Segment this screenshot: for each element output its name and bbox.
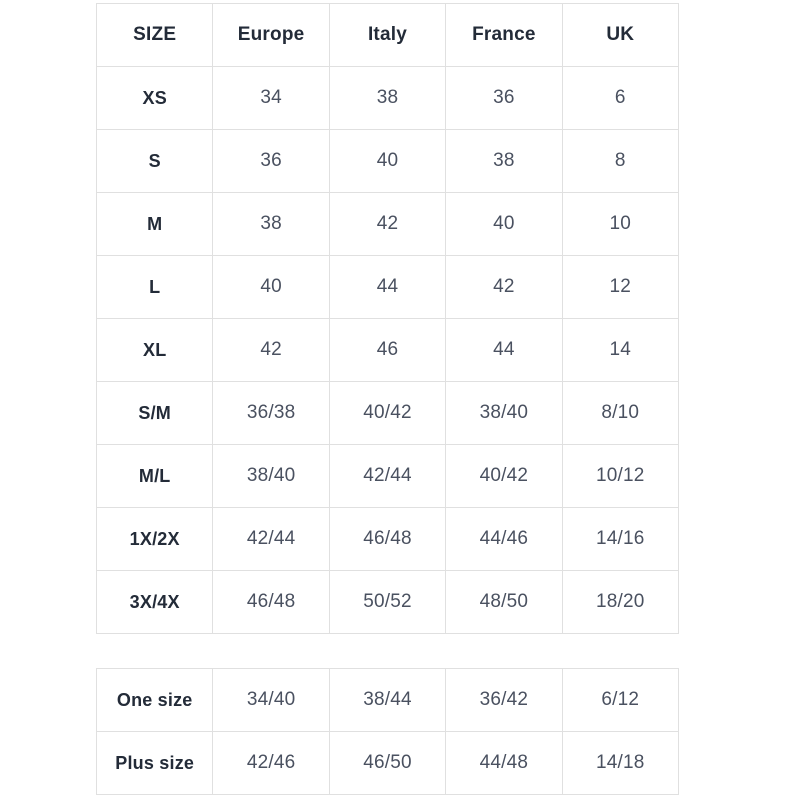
value-cell: 40 — [212, 255, 330, 319]
value-cell: 40/42 — [445, 444, 563, 508]
special-sizes-table: One size 34/40 38/44 36/42 6/12 Plus size 42/4… — [95, 668, 680, 795]
size-label-cell: One size — [95, 668, 214, 732]
value-cell: 40 — [445, 192, 563, 256]
value-cell: 42/44 — [212, 507, 330, 571]
value-cell: 14 — [561, 318, 680, 382]
value-cell: 46/48 — [328, 507, 447, 571]
size-label-cell: M/L — [95, 444, 214, 508]
value-cell: 44 — [445, 318, 563, 382]
header-cell-uk: UK — [561, 3, 680, 67]
size-label-cell: 3X/4X — [95, 570, 214, 634]
value-cell: 42 — [212, 318, 330, 382]
value-cell: 42/46 — [212, 731, 330, 795]
value-cell: 50/52 — [328, 570, 447, 634]
value-cell: 38/40 — [445, 381, 563, 445]
value-cell: 38 — [328, 66, 447, 130]
table-row: M/L 38/40 42/44 40/42 10/12 — [95, 444, 680, 508]
table-row: XL 42 46 44 14 — [95, 318, 680, 382]
value-cell: 42 — [445, 255, 563, 319]
value-cell: 34 — [212, 66, 330, 130]
value-cell: 38/44 — [328, 668, 447, 732]
size-label-cell: S — [95, 129, 214, 193]
value-cell: 46 — [328, 318, 447, 382]
table-row: S/M 36/38 40/42 38/40 8/10 — [95, 381, 680, 445]
value-cell: 48/50 — [445, 570, 563, 634]
table-row: One size 34/40 38/44 36/42 6/12 — [95, 668, 680, 732]
table-row: 1X/2X 42/44 46/48 44/46 14/16 — [95, 507, 680, 571]
value-cell: 38 — [445, 129, 563, 193]
value-cell: 42 — [328, 192, 447, 256]
table-row: Plus size 42/46 46/50 44/48 14/18 — [95, 731, 680, 795]
size-label-cell: Plus size — [95, 731, 214, 795]
value-cell: 6 — [561, 66, 680, 130]
value-cell: 36/38 — [212, 381, 330, 445]
value-cell: 12 — [561, 255, 680, 319]
value-cell: 46/48 — [212, 570, 330, 634]
size-label-cell: M — [95, 192, 214, 256]
size-conversion-table-body: XS 34 38 36 6 S 36 40 38 8 M 38 42 40 10 L 40 44 42 12 XL 42 4… — [95, 66, 680, 634]
value-cell: 44/46 — [445, 507, 563, 571]
table-row: 3X/4X 46/48 50/52 48/50 18/20 — [95, 570, 680, 634]
value-cell: 36 — [445, 66, 563, 130]
size-label-cell: XL — [95, 318, 214, 382]
size-label-cell: 1X/2X — [95, 507, 214, 571]
size-conversion-table: SIZE Europe Italy France UK XS 34 38 36 6 S 36 40 38… — [95, 3, 680, 634]
table-row: L 40 44 42 12 — [95, 255, 680, 319]
table-row: M 38 42 40 10 — [95, 192, 680, 256]
size-label-cell: S/M — [95, 381, 214, 445]
value-cell: 8/10 — [561, 381, 680, 445]
value-cell: 6/12 — [561, 668, 680, 732]
value-cell: 42/44 — [328, 444, 447, 508]
value-cell: 44/48 — [445, 731, 563, 795]
value-cell: 44 — [328, 255, 447, 319]
size-label-cell: XS — [95, 66, 214, 130]
value-cell: 18/20 — [561, 570, 680, 634]
value-cell: 46/50 — [328, 731, 447, 795]
value-cell: 14/18 — [561, 731, 680, 795]
header-cell-europe: Europe — [212, 3, 330, 67]
value-cell: 8 — [561, 129, 680, 193]
value-cell: 38/40 — [212, 444, 330, 508]
table-row: S 36 40 38 8 — [95, 129, 680, 193]
value-cell: 38 — [212, 192, 330, 256]
size-label-cell: L — [95, 255, 214, 319]
value-cell: 40/42 — [328, 381, 447, 445]
header-row: SIZE Europe Italy France UK — [95, 3, 680, 67]
value-cell: 10/12 — [561, 444, 680, 508]
value-cell: 36/42 — [445, 668, 563, 732]
special-sizes-table-body: One size 34/40 38/44 36/42 6/12 Plus size 42/4… — [95, 668, 680, 795]
header-cell-size: SIZE — [95, 3, 214, 67]
table-row: XS 34 38 36 6 — [95, 66, 680, 130]
value-cell: 14/16 — [561, 507, 680, 571]
value-cell: 40 — [328, 129, 447, 193]
header-cell-italy: Italy — [328, 3, 447, 67]
value-cell: 10 — [561, 192, 680, 256]
header-cell-france: France — [445, 3, 563, 67]
value-cell: 36 — [212, 129, 330, 193]
value-cell: 34/40 — [212, 668, 330, 732]
